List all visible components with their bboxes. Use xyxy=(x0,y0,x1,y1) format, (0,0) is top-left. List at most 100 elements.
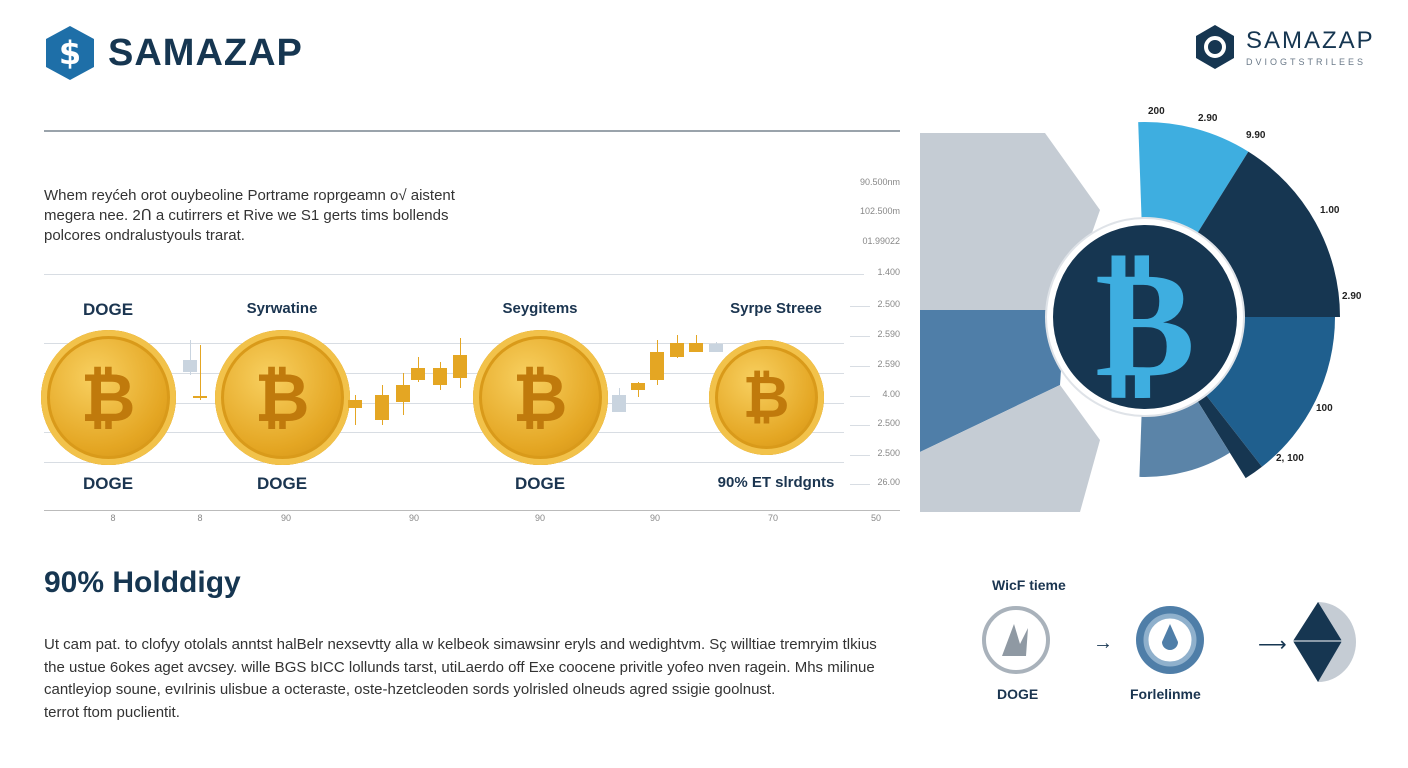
x-axis-label: 50 xyxy=(870,513,881,523)
steel-shape xyxy=(920,310,1065,452)
x-axis-label: 90 xyxy=(649,513,660,523)
candle-body xyxy=(193,396,207,398)
coin-label-bottom: DOGE xyxy=(82,474,134,493)
svg-text:$: $ xyxy=(59,34,81,72)
candle-body xyxy=(453,355,467,378)
gridline xyxy=(850,425,870,426)
pie-ring xyxy=(1045,217,1245,417)
coin-label-top: Syrwatine xyxy=(246,300,318,317)
coin-label-top: Seygitems xyxy=(502,300,578,317)
candle-body xyxy=(375,395,389,420)
gridline xyxy=(44,274,864,275)
pie-label: 9.90 xyxy=(1246,130,1266,141)
flow-item-2: Forlelinme xyxy=(1130,686,1201,702)
gridline xyxy=(44,432,844,433)
pie-label: 200 xyxy=(1148,106,1165,117)
bitcoin-coin: ₿ xyxy=(708,339,824,455)
y-axis-label: 2.500 xyxy=(877,418,900,428)
candle-body xyxy=(670,343,684,357)
pie-label: 2.90 xyxy=(1342,291,1362,302)
coin-label-bottom: 90% ET slrdgnts xyxy=(717,474,835,491)
pie-slice xyxy=(1145,151,1340,317)
x-axis-label: 8 xyxy=(110,513,116,523)
gridline xyxy=(44,403,844,404)
corner-brand: SAMAZAP DVIOGTSTRILEES xyxy=(1194,24,1375,70)
y-axis-label: 1.400 xyxy=(877,267,900,277)
gridline xyxy=(850,366,870,367)
divider xyxy=(44,130,900,132)
candle-wick xyxy=(190,340,191,375)
brand-logo: $ SAMAZAP xyxy=(44,24,303,82)
x-axis-label: 90 xyxy=(280,513,291,523)
pie-label: 2.90 xyxy=(1198,113,1218,124)
x-axis-label: 90 xyxy=(408,513,419,523)
hexagon-coin-icon xyxy=(1196,25,1234,69)
bitcoin-coin: ₿ xyxy=(40,329,176,465)
body-line: the ustue 6okes aget avcsey. wille BGS b… xyxy=(44,658,875,676)
bitcoin-coin: ₿ xyxy=(214,329,350,465)
coin-label-bottom: DOGE xyxy=(256,474,308,493)
drop-coin-icon xyxy=(1136,606,1204,674)
candle-body xyxy=(396,385,410,402)
body-line: terrot ftom puclientit. xyxy=(44,703,180,721)
candle-body xyxy=(348,400,362,408)
gray-shape-bottom xyxy=(920,385,1100,512)
coin-label-bottom: DOGE xyxy=(514,474,566,493)
y-axis-label: 26.00 xyxy=(877,477,900,487)
corner-brand-name: SAMAZAP xyxy=(1246,27,1375,54)
arrow-icon: ⟶ xyxy=(1258,634,1287,656)
gray-shape xyxy=(920,133,1100,310)
pie-slice xyxy=(1138,122,1249,317)
candle-body xyxy=(709,344,723,352)
flow-item-doge: DOGE xyxy=(997,686,1039,702)
gridline xyxy=(850,336,870,337)
arrow-icon: → xyxy=(1093,632,1113,654)
y-axis-label: 2.500 xyxy=(877,448,900,458)
y-axis-label: 4.00 xyxy=(882,389,900,399)
candle-body xyxy=(650,352,664,380)
y-axis-label: 102.500m xyxy=(859,206,900,216)
pie-slice xyxy=(1145,317,1335,467)
x-axis-label: 90 xyxy=(534,513,545,523)
candle-wick xyxy=(200,345,201,400)
x-axis xyxy=(44,510,900,511)
y-axis-label: 2.500 xyxy=(877,299,900,309)
coin-label-top: Syrpe Streee xyxy=(730,300,822,317)
hexagon-dollar-icon: $ xyxy=(46,26,94,80)
gridline xyxy=(850,396,870,397)
gridline xyxy=(850,484,870,485)
brand-name: SAMAZAP xyxy=(108,31,303,74)
intro-text: Whem reyćeh orot ouybeoline Portrame rop… xyxy=(44,187,455,244)
x-axis-label: 70 xyxy=(767,513,778,523)
gridline xyxy=(850,455,870,456)
coin-label-top: DOGE xyxy=(82,300,134,319)
x-axis-label: 8 xyxy=(197,513,203,523)
candle-body xyxy=(631,383,645,390)
candle-body xyxy=(183,360,197,372)
gridline xyxy=(44,462,844,463)
candle-body xyxy=(689,343,703,352)
body-text: Ut cam pat. to clofyy otolals anntst hal… xyxy=(44,634,924,724)
candle-body xyxy=(612,395,626,412)
center-circle xyxy=(1047,219,1243,415)
y-axis-label: 2.590 xyxy=(877,359,900,369)
pie-slice xyxy=(1145,317,1262,479)
gridline xyxy=(850,306,870,307)
y-axis-label: 01.99022 xyxy=(862,236,900,246)
flow-title: WicF tieme xyxy=(992,577,1066,593)
bitcoin-coin: ₿ xyxy=(472,329,608,465)
y-axis-label: 2.590 xyxy=(877,329,900,339)
candle-wick xyxy=(696,335,697,350)
gridline xyxy=(44,343,844,344)
pie-label: 100 xyxy=(1316,403,1333,414)
pie-label: 2, 100 xyxy=(1276,453,1304,464)
body-line: Ut cam pat. to clofyy otolals anntst hal… xyxy=(44,636,877,653)
body-line: cantleyiop soune, evılrinis ulisbue a oc… xyxy=(44,681,776,698)
corner-brand-tagline: DVIOGTSTRILEES xyxy=(1246,57,1367,67)
doge-icon xyxy=(982,606,1050,674)
candle-body xyxy=(411,368,425,380)
candle-wick xyxy=(355,395,356,425)
y-axis-label: 90.500nm xyxy=(859,177,900,187)
pie-slice xyxy=(1139,317,1230,477)
bitcoin-icon: ₿ xyxy=(1095,237,1195,411)
